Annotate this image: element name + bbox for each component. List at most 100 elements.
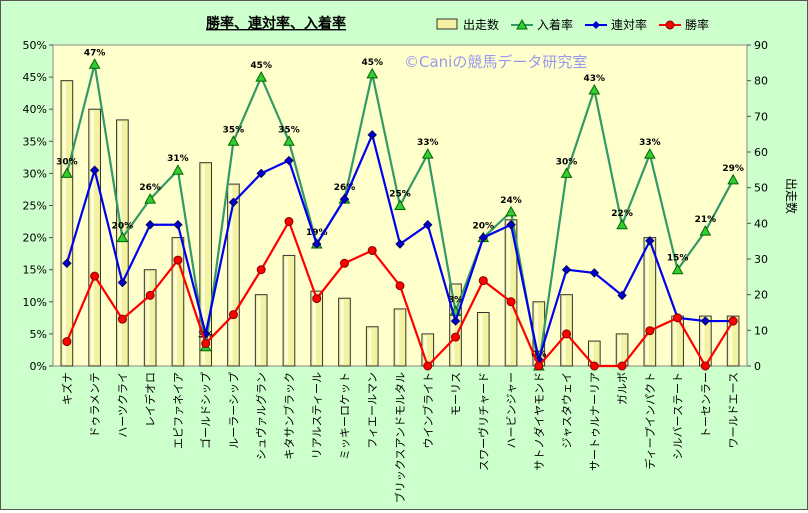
marker-triangle (588, 83, 601, 95)
marker-triangle (699, 225, 712, 236)
marker-triangle (283, 135, 295, 146)
bar-highlight (729, 318, 733, 364)
bar-highlight (340, 300, 344, 364)
right-axis-tick-label: 10 (754, 324, 768, 337)
right-axis-tick-label: 90 (754, 39, 768, 52)
marker-triangle (671, 263, 684, 275)
watermark: ©Caniの競馬データ研究室 (404, 53, 587, 71)
marker-circle (700, 361, 710, 371)
category-label: サートゥルナーリア (588, 372, 601, 471)
category-label: トーセンラー (699, 372, 712, 438)
right-axis-tick-label: 80 (754, 75, 768, 88)
marker-circle (173, 255, 183, 265)
marker-circle (562, 329, 572, 339)
data-label: 45% (361, 58, 383, 68)
marker-diamond (339, 194, 350, 204)
marker-triangle (643, 148, 656, 159)
marker-circle (673, 313, 683, 323)
marker-triangle (505, 205, 517, 217)
right-axis-tick-label: 0 (754, 360, 761, 373)
data-label: 20% (473, 222, 495, 232)
marker-diamond (450, 316, 461, 326)
marker-circle (90, 271, 100, 281)
marker-diamond (284, 155, 294, 166)
marker-diamond (561, 264, 572, 275)
bar (282, 254, 296, 367)
chart-title: 勝率、連対率、入着率 (206, 15, 346, 32)
category-label: シルバーステート (672, 372, 685, 459)
marker-circle (617, 361, 627, 371)
bar-highlight (63, 82, 67, 365)
bar (393, 308, 407, 367)
left-axis-tick-label: 35% (23, 135, 47, 148)
category-label: モーリス (450, 372, 463, 416)
left-axis-tick-label: 5% (30, 328, 47, 341)
data-label: 20% (112, 222, 134, 232)
bar (365, 326, 379, 367)
marker-triangle (116, 231, 129, 243)
category-label: ルーラーシップ (227, 372, 240, 449)
marker-circle (451, 332, 461, 342)
marker-diamond (617, 290, 627, 301)
marker-triangle (61, 167, 73, 178)
marker-circle (506, 297, 516, 307)
marker-diamond (89, 165, 100, 175)
bar-highlight (396, 310, 400, 364)
bar-highlight (312, 293, 316, 364)
data-label: 33% (417, 138, 439, 148)
data-label: 29% (722, 164, 744, 174)
marker-diamond (62, 258, 72, 268)
category-label: ワールドエース (727, 372, 740, 448)
data-label: 26% (139, 183, 161, 193)
marker-triangle (421, 148, 434, 159)
category-label: エピファネイア (172, 372, 185, 449)
legend-marker (516, 18, 528, 30)
bar (171, 237, 185, 367)
category-label: レイデオロ (143, 372, 157, 427)
category-label: キタサンブラック (282, 372, 296, 460)
marker-diamond (312, 239, 322, 249)
marker-circle (256, 265, 266, 275)
axes-layer: 0% 5% 10% 15% 20% 25% 30% 35% 40% 45% 50% 0 10 20 30 40… (23, 39, 768, 503)
marker-diamond (145, 220, 155, 230)
right-axis-tick-label: 40 (754, 217, 768, 230)
category-label: ウインブライト (421, 372, 435, 449)
data-label: 25% (389, 190, 411, 200)
marker-diamond (173, 220, 183, 230)
right-axis-tick-label: 70 (754, 110, 768, 123)
bar (143, 269, 157, 367)
marker-diamond (367, 130, 377, 140)
marker-circle (367, 245, 377, 255)
data-label: 30% (56, 157, 78, 167)
data-label: 35% (223, 125, 245, 135)
bar-highlight (646, 239, 650, 364)
right-axis-tick-label: 60 (754, 146, 768, 159)
legend-swatch-bar (436, 18, 458, 30)
bar-highlight (174, 239, 178, 364)
bar-highlight (451, 285, 455, 364)
category-label: ハーツクライ (116, 372, 129, 438)
bar (476, 312, 490, 367)
bar-highlight (618, 335, 622, 364)
marker-circle (395, 281, 405, 291)
bar-highlight (590, 343, 594, 364)
bar (643, 237, 657, 367)
left-axis-tick-label: 10% (23, 296, 47, 309)
marker-circle (534, 361, 544, 371)
bar (60, 80, 74, 367)
marker-diamond (423, 220, 433, 230)
right-axis-label: 出走数 (784, 178, 799, 214)
category-label: キズナ (60, 372, 74, 405)
marker-circle (145, 290, 155, 300)
marker-diamond (700, 316, 711, 326)
data-label: 30% (556, 157, 578, 167)
marker-triangle (227, 135, 240, 146)
bar-highlight (673, 318, 677, 364)
bar-highlight (90, 111, 94, 364)
bar-highlight (507, 221, 511, 364)
bar-highlight (118, 121, 122, 365)
marker-circle (339, 258, 349, 268)
category-label: ブリックスアンドモルタル (393, 372, 407, 503)
bar-highlight (257, 296, 261, 364)
